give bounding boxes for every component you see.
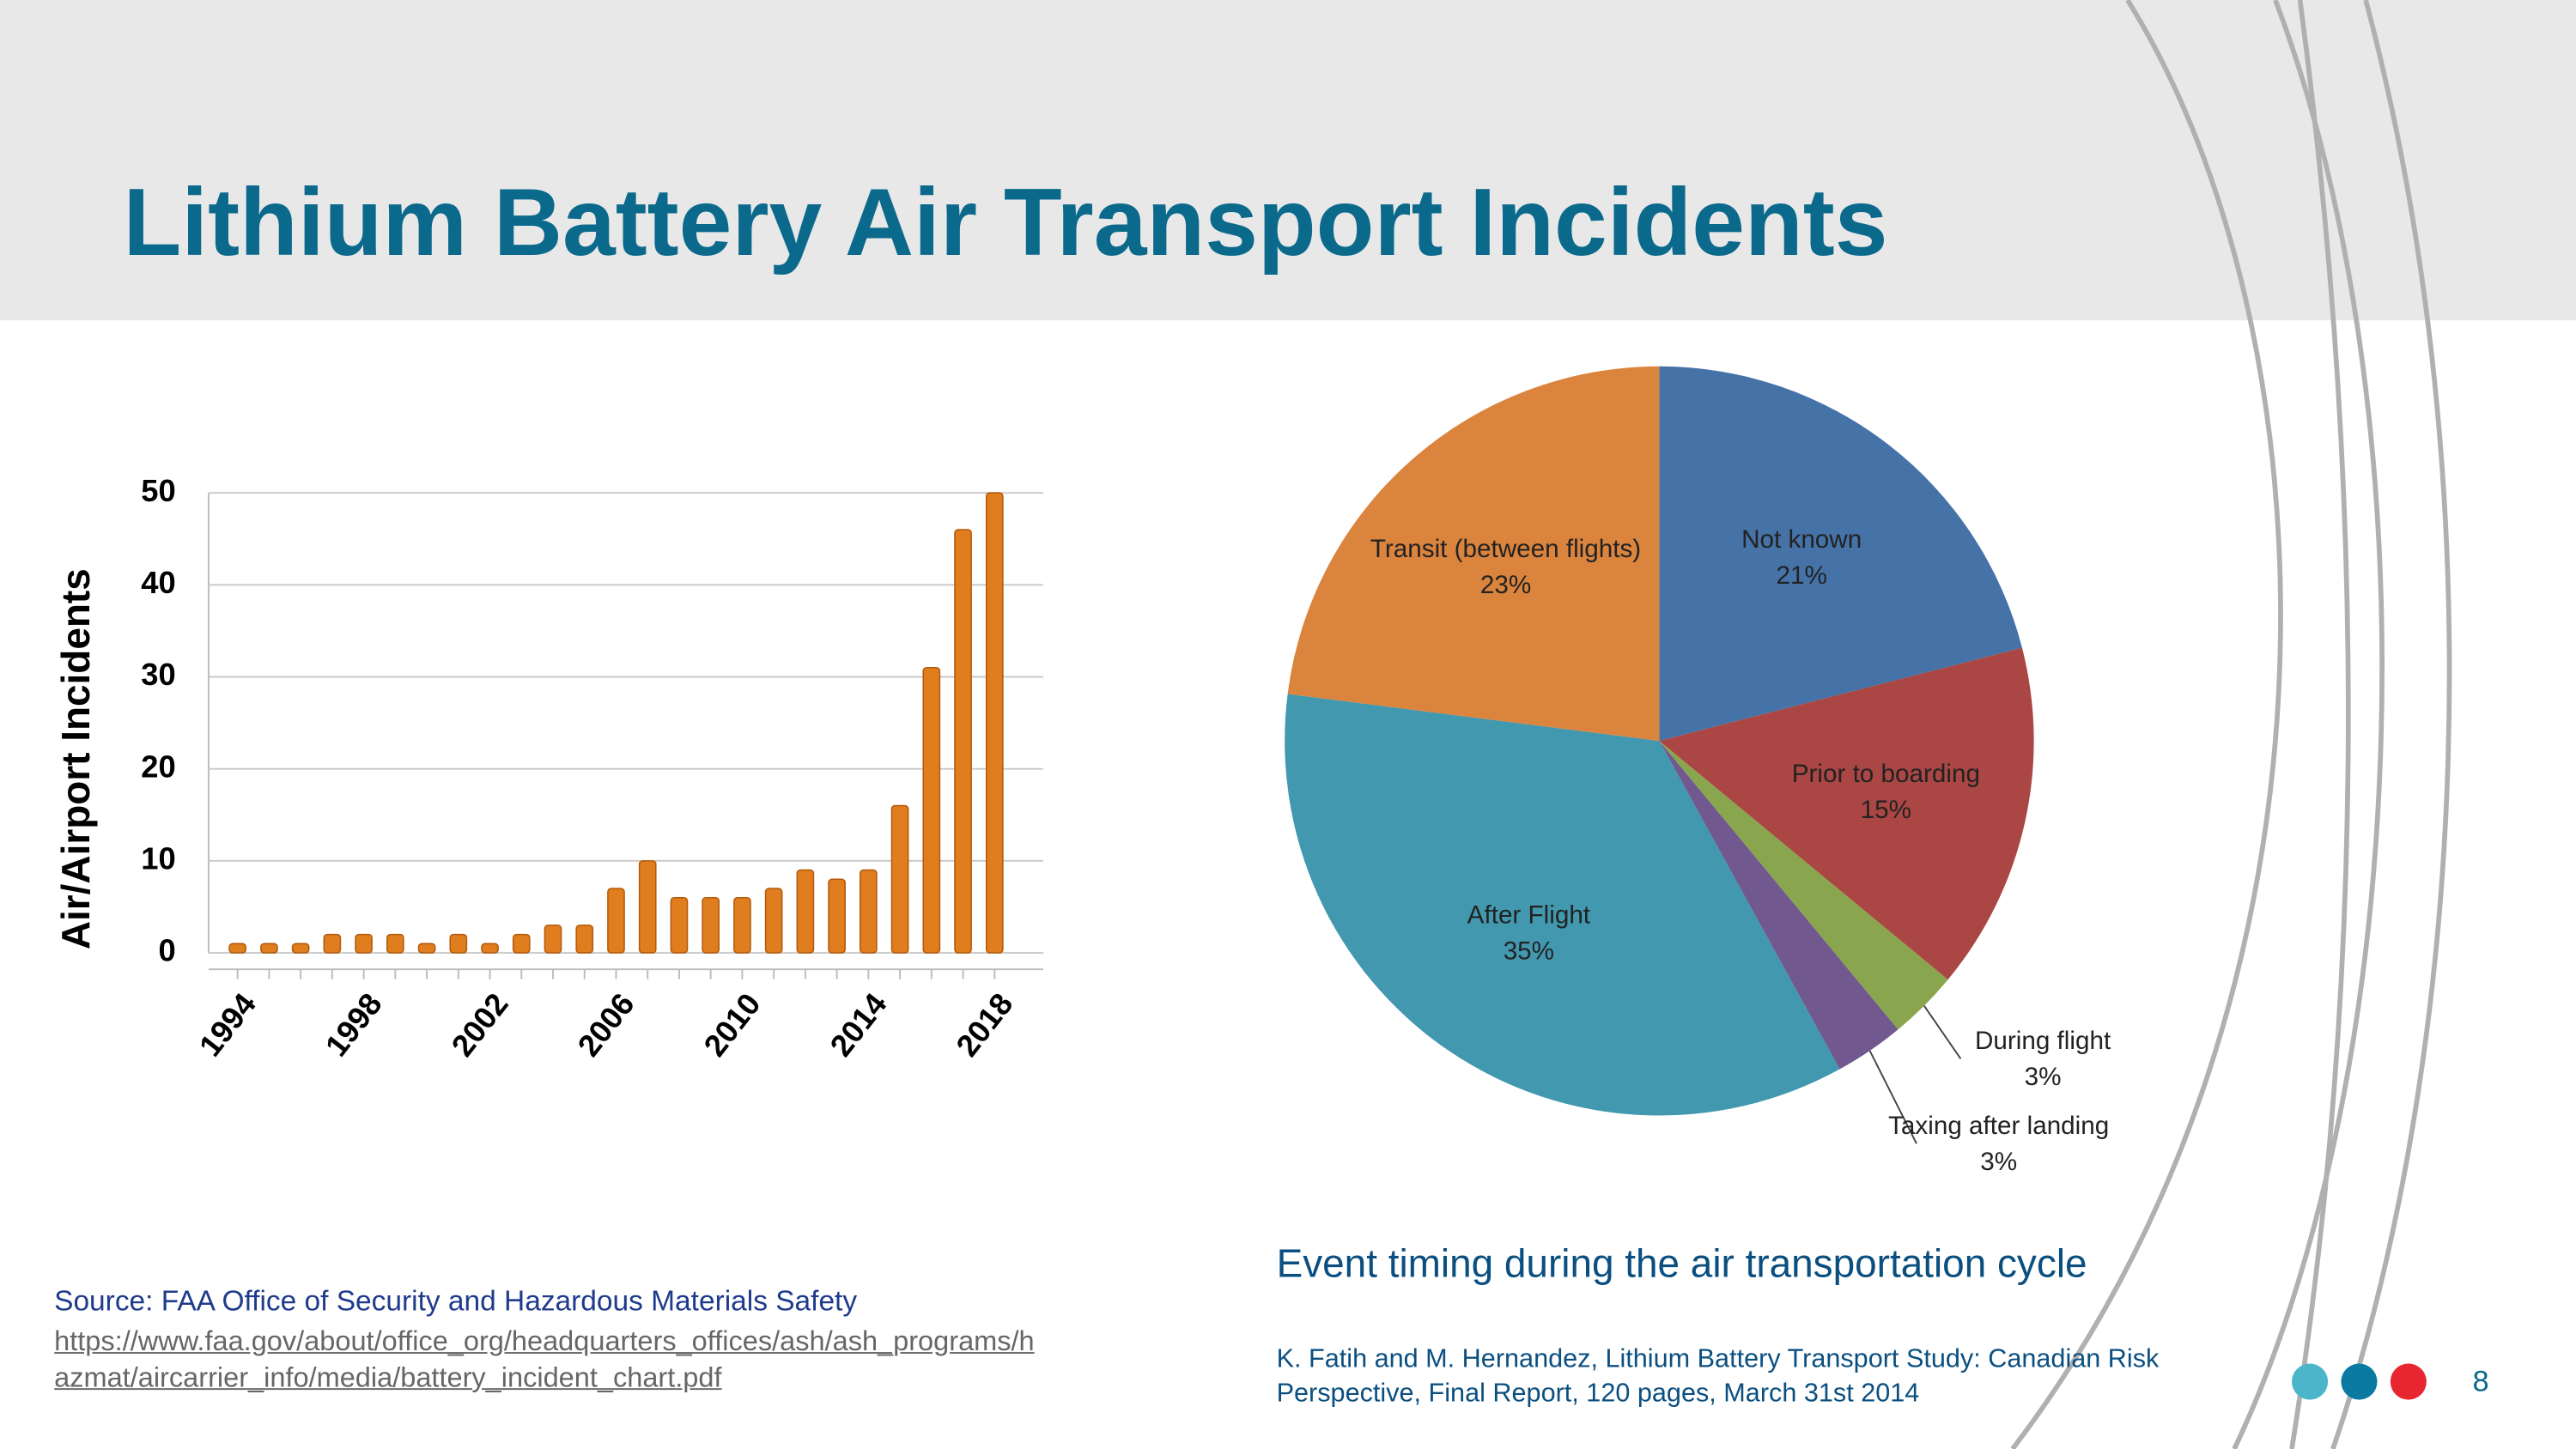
slice-label: Prior to boarding	[1792, 760, 1980, 788]
slice-label: After Flight	[1467, 901, 1591, 930]
decor-arcs	[2010, 0, 2452, 1449]
bar	[828, 878, 846, 954]
slide-title: Lithium Battery Air Transport Incidents	[123, 169, 1887, 276]
bar	[228, 943, 246, 954]
x-tick-label: 2002	[445, 986, 515, 1063]
bar	[291, 943, 310, 954]
bar	[355, 933, 373, 954]
pie-slice	[1659, 741, 1948, 1030]
bar	[796, 869, 815, 954]
bar	[386, 933, 404, 954]
y-tick-label: 40	[141, 565, 175, 600]
bar	[323, 933, 342, 954]
citation: K. Fatih and M. Hernandez, Lithium Batte…	[1276, 1345, 2160, 1409]
y-tick-label: 20	[141, 749, 175, 784]
bar	[638, 860, 657, 954]
page-number: 8	[2472, 1366, 2488, 1398]
bar	[607, 888, 625, 954]
bar	[481, 943, 499, 954]
dot	[2390, 1363, 2427, 1400]
y-axis-label: Air/Airport Incidents	[53, 568, 98, 949]
bar	[954, 529, 972, 954]
source: Source: FAA Office of Security and Hazar…	[54, 1286, 857, 1318]
bar	[575, 925, 594, 954]
slice-value-label: 23%	[1480, 571, 1531, 599]
source-link[interactable]: https://www.faa.gov/about/office_org/hea…	[54, 1325, 1035, 1393]
y-tick-label: 10	[141, 840, 175, 876]
bar	[702, 896, 720, 954]
bar	[544, 925, 562, 954]
bar	[670, 896, 689, 954]
source-link-box: https://www.faa.gov/about/office_org/hea…	[54, 1325, 1035, 1393]
dot	[2292, 1363, 2329, 1400]
pie-slice	[1659, 741, 1899, 1070]
bar	[890, 804, 909, 954]
pie-slice	[1659, 647, 2034, 980]
pie-slice	[1285, 694, 1840, 1116]
bar	[764, 888, 783, 954]
slice-label: Transit (between flights)	[1370, 535, 1641, 563]
x-tick-label: 2010	[697, 986, 768, 1063]
y-tick-label: 50	[141, 473, 175, 508]
pie-slice	[1659, 366, 2022, 742]
leader-line	[1868, 1050, 1917, 1144]
x-tick-label: 1998	[319, 986, 389, 1063]
bar	[260, 943, 278, 954]
x-tick-label: 2018	[949, 986, 1019, 1063]
dot	[2341, 1363, 2378, 1400]
slice-value-label: 15%	[1861, 796, 1911, 824]
bar	[512, 933, 531, 954]
slice-value-label: 3%	[2025, 1063, 2062, 1091]
header-band	[0, 0, 2576, 321]
bar	[985, 492, 1004, 954]
bar	[922, 667, 941, 954]
y-tick-label: 0	[159, 933, 176, 968]
x-tick-label: 2006	[571, 986, 641, 1063]
slice-label: Taxing after landing	[1888, 1112, 2109, 1140]
x-tick-label: 1994	[192, 986, 264, 1064]
y-tick-label: 30	[141, 657, 175, 692]
pie-slice	[1287, 366, 1660, 742]
slice-label: Not known	[1741, 525, 1862, 554]
bar	[449, 933, 468, 954]
bar	[417, 943, 436, 954]
x-tick-label: 2014	[823, 986, 894, 1064]
slice-value-label: 35%	[1504, 937, 1554, 966]
slice-value-label: 3%	[1980, 1148, 2017, 1176]
citation-box: K. Fatih and M. Hernandez, Lithium Batte…	[1276, 1345, 2160, 1409]
bar	[860, 869, 878, 954]
slice-value-label: 21%	[1776, 561, 1826, 590]
slice-label: During flight	[1975, 1027, 2111, 1055]
leader-line	[1923, 1005, 1962, 1059]
bar	[733, 896, 751, 954]
pie-caption: Event timing during the air transportati…	[1277, 1241, 2087, 1286]
